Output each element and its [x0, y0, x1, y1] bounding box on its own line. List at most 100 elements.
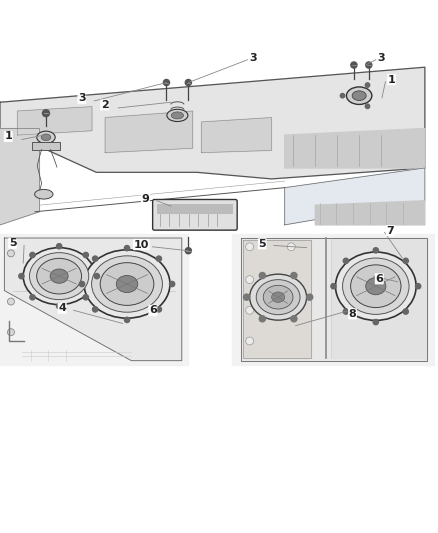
Circle shape — [259, 272, 265, 279]
Polygon shape — [315, 201, 425, 225]
Circle shape — [79, 281, 85, 287]
Ellipse shape — [23, 248, 95, 304]
Circle shape — [246, 337, 254, 345]
Text: 2: 2 — [101, 100, 109, 110]
Circle shape — [185, 248, 191, 254]
Circle shape — [343, 258, 349, 263]
Circle shape — [30, 295, 35, 300]
Circle shape — [365, 104, 370, 109]
Ellipse shape — [346, 87, 372, 104]
Circle shape — [185, 79, 191, 86]
Circle shape — [170, 281, 175, 287]
Polygon shape — [18, 107, 92, 135]
Text: 8: 8 — [349, 309, 357, 319]
Circle shape — [373, 248, 378, 253]
Circle shape — [156, 307, 162, 312]
Text: 3: 3 — [378, 53, 385, 63]
Ellipse shape — [336, 252, 416, 320]
Ellipse shape — [41, 134, 51, 141]
Polygon shape — [0, 128, 39, 225]
Circle shape — [42, 110, 49, 117]
Polygon shape — [0, 67, 425, 179]
Circle shape — [7, 298, 14, 305]
Text: 5: 5 — [258, 239, 266, 249]
Ellipse shape — [92, 256, 162, 312]
Ellipse shape — [37, 131, 55, 143]
Ellipse shape — [250, 274, 307, 320]
Circle shape — [7, 250, 14, 257]
Text: 10: 10 — [134, 240, 149, 249]
Polygon shape — [4, 238, 182, 361]
Circle shape — [7, 329, 14, 336]
Bar — [157, 204, 233, 214]
Text: 1: 1 — [388, 75, 396, 85]
Circle shape — [124, 246, 130, 251]
Ellipse shape — [352, 91, 366, 101]
Polygon shape — [331, 238, 427, 359]
Ellipse shape — [343, 258, 409, 314]
Text: 3: 3 — [250, 53, 257, 63]
Polygon shape — [201, 118, 272, 152]
Ellipse shape — [84, 250, 170, 318]
Circle shape — [83, 295, 88, 300]
Polygon shape — [0, 233, 188, 365]
Polygon shape — [241, 238, 427, 361]
Circle shape — [291, 272, 297, 279]
Ellipse shape — [171, 112, 184, 119]
Text: 6: 6 — [149, 305, 157, 316]
Circle shape — [365, 83, 370, 87]
Ellipse shape — [35, 189, 53, 199]
Polygon shape — [105, 111, 193, 152]
Ellipse shape — [366, 278, 386, 295]
Ellipse shape — [272, 292, 285, 302]
Polygon shape — [243, 240, 311, 359]
Circle shape — [83, 252, 88, 257]
Ellipse shape — [256, 280, 300, 314]
Circle shape — [307, 294, 313, 300]
Text: 9: 9 — [141, 193, 149, 204]
Ellipse shape — [37, 259, 81, 294]
Ellipse shape — [50, 269, 68, 283]
Circle shape — [19, 273, 24, 279]
Text: 4: 4 — [58, 303, 66, 313]
Circle shape — [246, 243, 254, 251]
Circle shape — [94, 273, 99, 279]
Circle shape — [340, 93, 345, 98]
Circle shape — [291, 316, 297, 322]
Circle shape — [92, 307, 98, 312]
Polygon shape — [285, 128, 425, 168]
Circle shape — [244, 294, 250, 300]
Circle shape — [30, 252, 35, 257]
Circle shape — [416, 284, 421, 289]
Circle shape — [259, 316, 265, 322]
Ellipse shape — [29, 253, 89, 300]
Circle shape — [373, 319, 378, 325]
Polygon shape — [285, 168, 425, 225]
Circle shape — [246, 276, 254, 284]
FancyBboxPatch shape — [152, 199, 237, 230]
Ellipse shape — [350, 265, 401, 308]
Circle shape — [57, 244, 62, 249]
Circle shape — [366, 62, 372, 68]
Ellipse shape — [100, 263, 154, 305]
Circle shape — [124, 317, 130, 322]
Circle shape — [92, 256, 98, 261]
Circle shape — [403, 309, 408, 314]
Polygon shape — [232, 233, 434, 365]
Circle shape — [351, 62, 357, 68]
Circle shape — [343, 309, 349, 314]
Bar — [32, 142, 60, 150]
Ellipse shape — [116, 276, 138, 293]
Circle shape — [331, 284, 336, 289]
Circle shape — [246, 306, 254, 314]
Circle shape — [57, 303, 62, 309]
Circle shape — [163, 79, 170, 86]
Ellipse shape — [167, 109, 188, 122]
Text: 1: 1 — [4, 132, 12, 141]
Text: 3: 3 — [78, 93, 85, 103]
Text: 5: 5 — [9, 238, 16, 248]
Ellipse shape — [263, 285, 293, 309]
Text: 7: 7 — [386, 225, 394, 236]
Text: 6: 6 — [375, 274, 383, 284]
Circle shape — [403, 258, 408, 263]
